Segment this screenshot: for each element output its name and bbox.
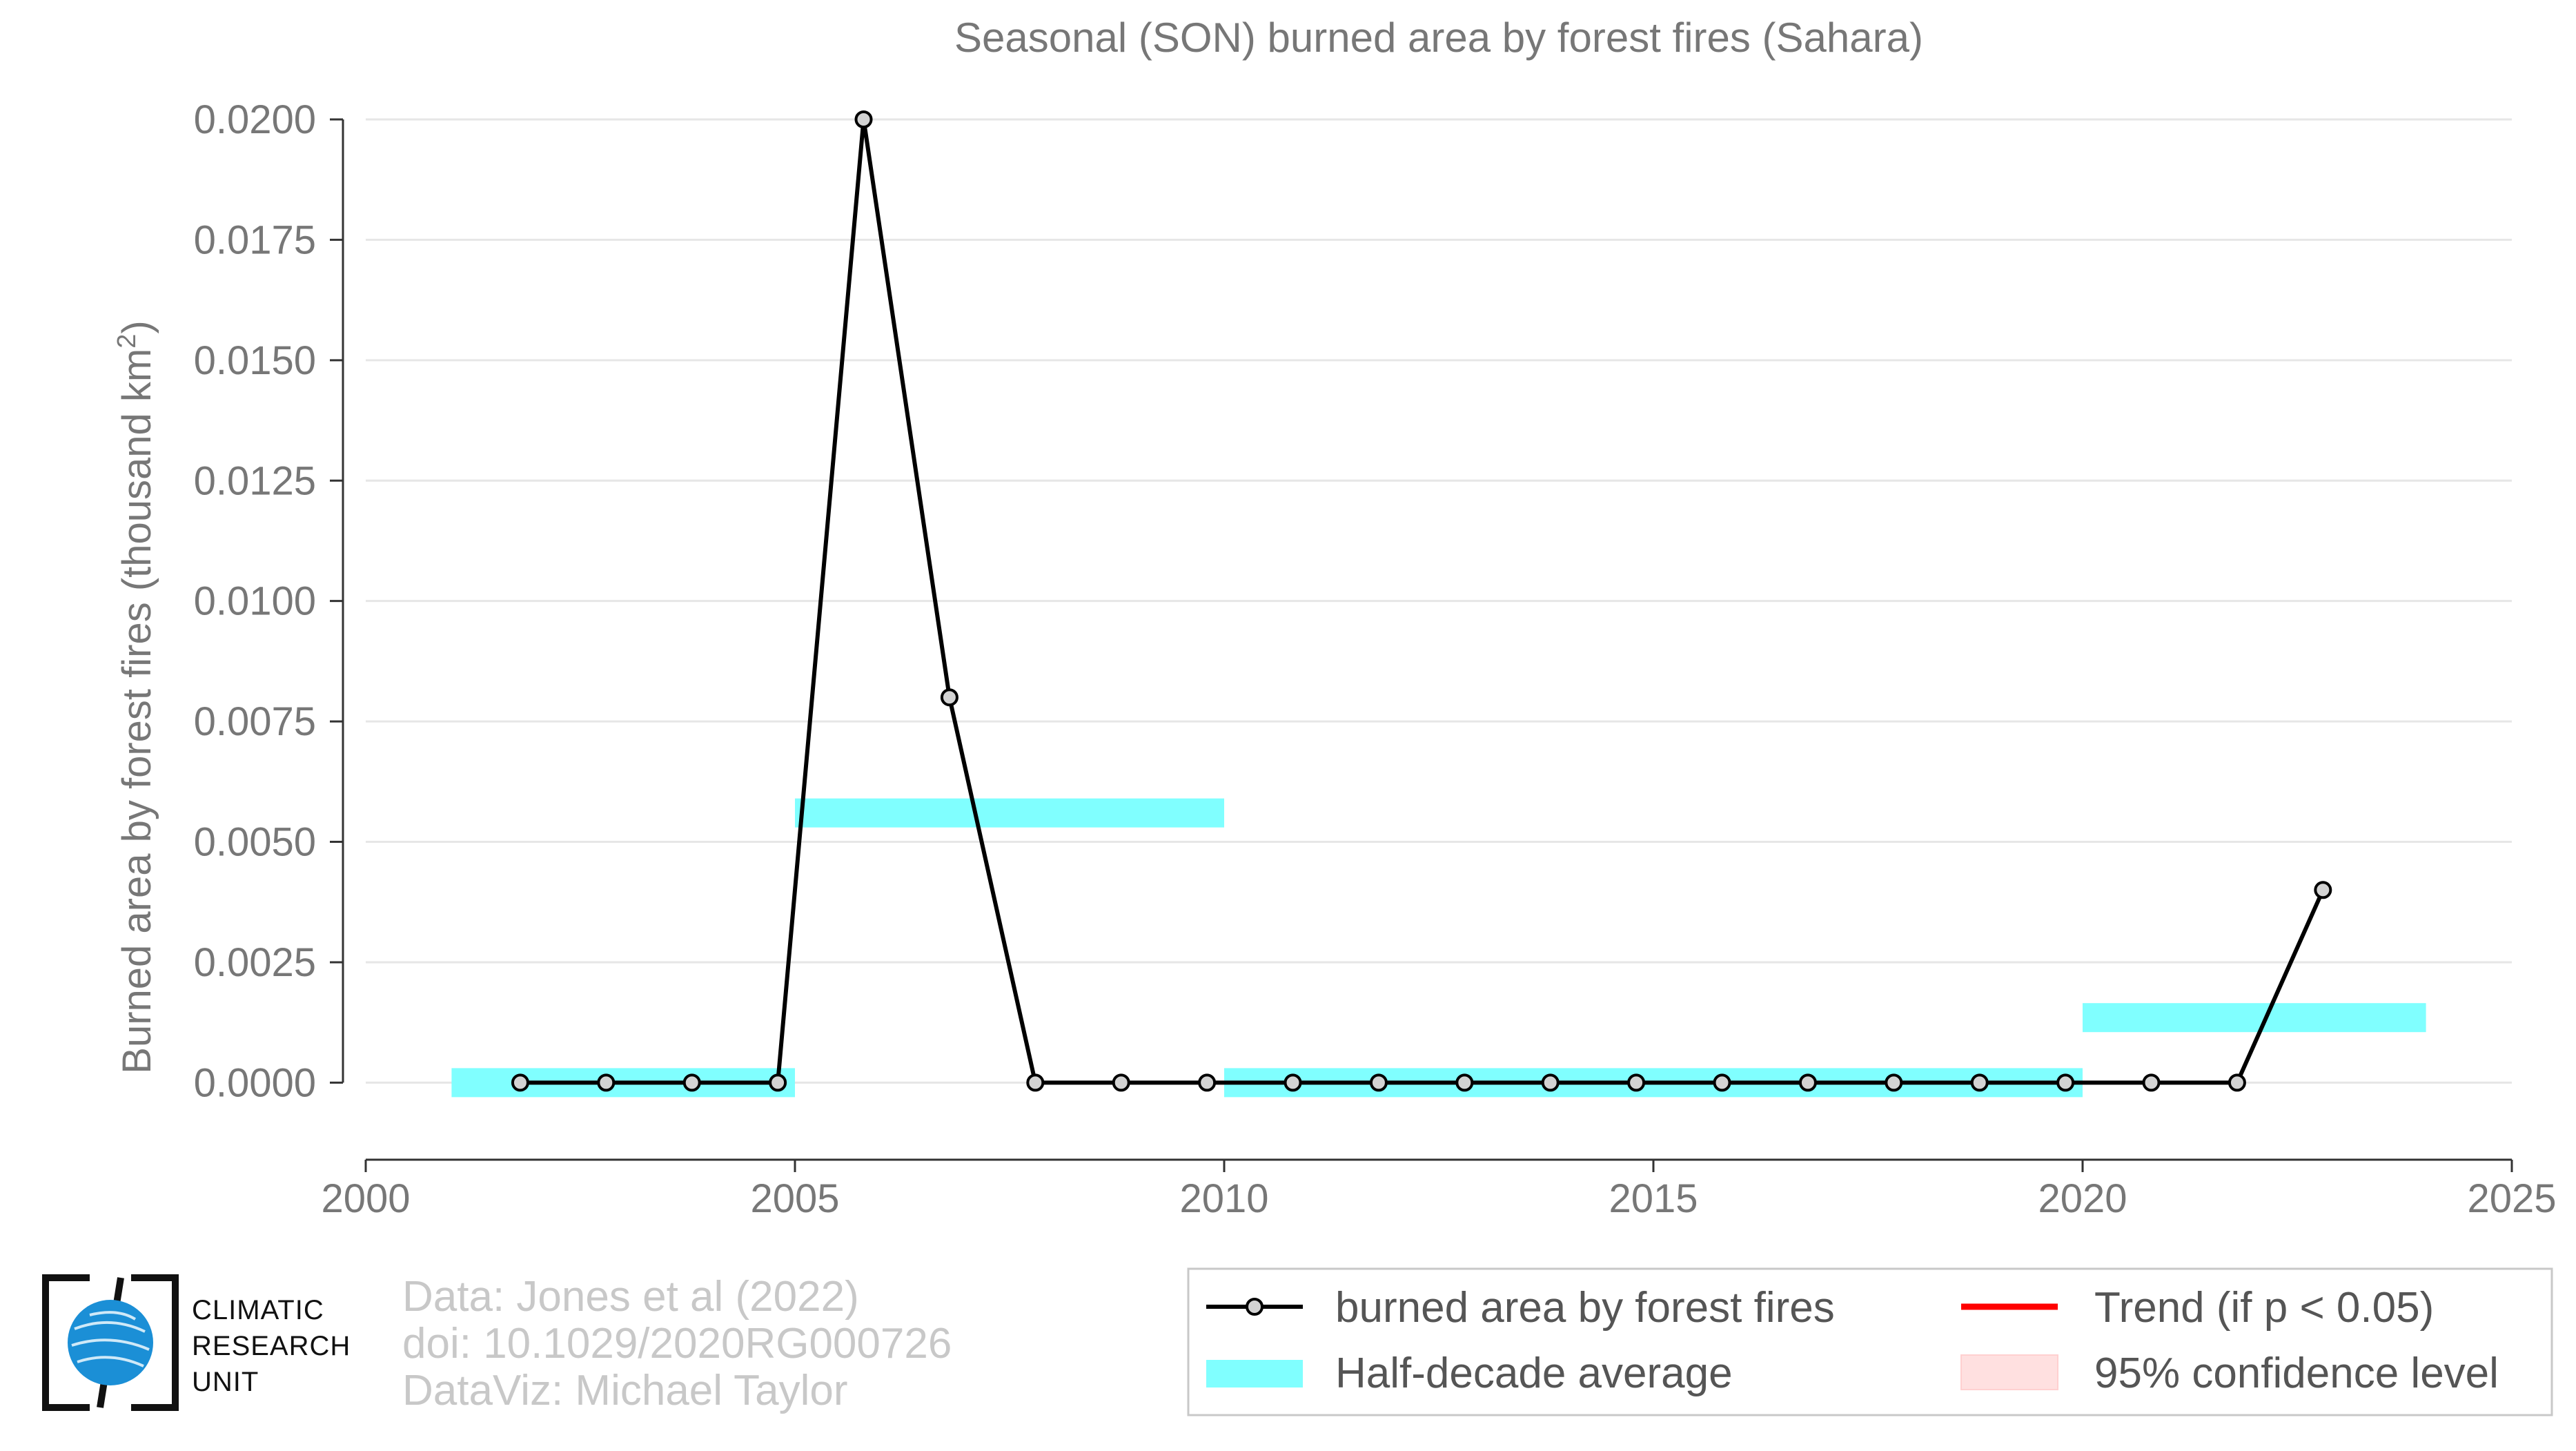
data-point (1369, 1073, 1388, 1092)
x-tick-label: 2005 (750, 1176, 839, 1221)
data-point (2142, 1073, 2161, 1092)
legend-label-half-decade: Half-decade average (1335, 1350, 1733, 1397)
legend-label-trend: Trend (if p < 0.05) (2094, 1284, 2434, 1332)
y-tick-label: 0.0150 (194, 338, 316, 383)
y-tick-label: 0.0200 (194, 97, 316, 142)
data-point (511, 1073, 529, 1092)
y-tick-label: 0.0025 (194, 940, 316, 985)
gridlines (366, 118, 2512, 1084)
cru-logo (41, 1274, 179, 1412)
x-tick-label: 2025 (2467, 1176, 2556, 1221)
data-point (1284, 1073, 1302, 1092)
legend-entry-burned-area: burned area by forest fires (1206, 1284, 1835, 1332)
globe-icon (42, 1274, 179, 1411)
logo-line-2: RESEARCH (192, 1331, 351, 1361)
legend: burned area by forest fires Trend (if p … (1187, 1267, 2553, 1416)
cru-logo-text: CLIMATIC RESEARCH UNIT (192, 1292, 351, 1400)
half-decade-bar (2083, 1003, 2426, 1033)
data-point (2056, 1073, 2075, 1092)
data-point (1798, 1073, 1817, 1092)
x-tick-label: 2000 (321, 1176, 410, 1221)
data-point (1198, 1073, 1217, 1092)
data-point (1112, 1073, 1130, 1092)
data-point (597, 1073, 616, 1092)
legend-label-burned-area: burned area by forest fires (1335, 1284, 1835, 1332)
series-burned-area (511, 110, 2332, 1092)
data-point (1541, 1073, 1560, 1092)
y-tick-label: 0.0100 (194, 579, 316, 624)
credit-data: Data: Jones et al (2022) (402, 1273, 859, 1321)
y-tick-label: 0.0125 (194, 458, 316, 503)
data-point (1455, 1073, 1474, 1092)
x-tick-label: 2015 (1609, 1176, 1698, 1221)
half-decade-bar (795, 798, 1224, 828)
data-point (1970, 1073, 1989, 1092)
data-point (2228, 1073, 2246, 1092)
data-point (682, 1073, 701, 1092)
series-line (520, 117, 2326, 1085)
data-point (2314, 881, 2332, 899)
x-tick-labels: 2000 2005 2010 2015 2020 2025 (321, 1176, 2556, 1221)
legend-entry-trend: Trend (if p < 0.05) (1961, 1284, 2434, 1332)
y-tick-label: 0.0050 (194, 820, 316, 865)
logo-line-3: UNIT (192, 1367, 259, 1397)
half-decade-bands (451, 798, 2426, 1098)
y-tick-label: 0.0000 (194, 1060, 316, 1105)
credit-dataviz: DataViz: Michael Taylor (402, 1367, 848, 1414)
y-tick-label: 0.0175 (194, 217, 316, 262)
x-tick-label: 2020 (2038, 1176, 2127, 1221)
logo-line-1: CLIMATIC (192, 1295, 324, 1325)
y-tick-label: 0.0075 (194, 699, 316, 744)
x-tick-label: 2010 (1179, 1176, 1268, 1221)
credits: Data: Jones et al (2022) doi: 10.1029/20… (402, 1274, 952, 1414)
data-point (940, 688, 958, 707)
legend-entry-confidence: 95% confidence level (1960, 1350, 2499, 1397)
data-point (769, 1073, 787, 1092)
legend-label-confidence: 95% confidence level (2094, 1350, 2499, 1397)
data-point (1627, 1073, 1646, 1092)
data-point (1885, 1073, 1903, 1092)
credit-doi: doi: 10.1029/2020RG000726 (402, 1320, 952, 1367)
legend-frame (1187, 1267, 2553, 1416)
data-point (1026, 1073, 1045, 1092)
data-point (1713, 1073, 1731, 1092)
data-point (854, 110, 873, 128)
y-axis-label: Burned area by forest fires (thousand km… (112, 320, 159, 1073)
chart-title: Seasonal (SON) burned area by forest fir… (954, 14, 1923, 61)
axes (330, 118, 2513, 1172)
legend-entry-half-decade: Half-decade average (1206, 1350, 1733, 1397)
y-tick-labels: 0.0000 0.0025 0.0050 0.0075 0.0100 0.0125 0.01… (194, 97, 316, 1105)
